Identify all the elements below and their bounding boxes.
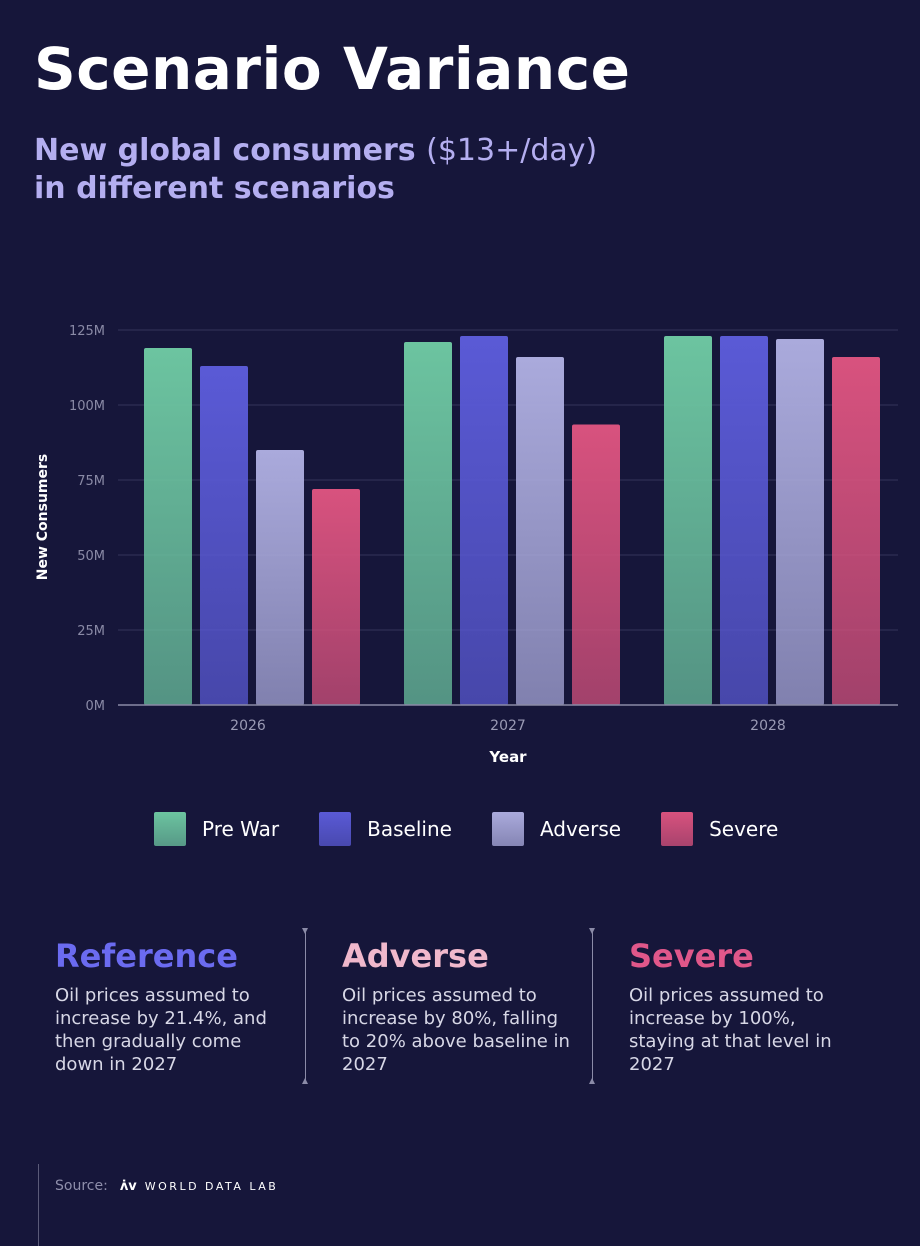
y-tick-label: 25M: [77, 624, 105, 639]
legend-item: Baseline: [319, 812, 452, 846]
scenario-notes: Reference Oil prices assumed to increase…: [0, 928, 920, 1088]
legend-label: Baseline: [367, 817, 452, 841]
legend-swatch: [319, 812, 352, 846]
note-title: Reference: [55, 937, 238, 975]
bar-severe: [312, 489, 360, 705]
source-name: WORLD DATA LAB: [144, 1179, 279, 1193]
bar-severe: [572, 424, 620, 705]
bar-adverse: [516, 357, 564, 705]
note-reference: Reference Oil prices assumed to increase…: [55, 936, 285, 1076]
legend-swatch: [661, 812, 694, 846]
bar-baseline: [200, 366, 248, 705]
legend-label: Severe: [709, 817, 779, 841]
page-subtitle: New global consumers ($13+/day) in diffe…: [34, 132, 734, 208]
page-title: Scenario Variance: [34, 35, 631, 103]
bar-chart: 0M 25M 50M 75M 100M 125M 2026 2027 2028 Year New C…: [35, 324, 898, 766]
legend-swatch: [154, 812, 186, 846]
divider: [302, 928, 308, 1084]
legend-swatch: [491, 812, 524, 846]
note-title: Adverse: [342, 937, 489, 975]
y-tick-label: 75M: [77, 474, 105, 489]
bar-pre-war: [404, 342, 452, 705]
note-text: Oil prices assumed to increase by 80%, f…: [342, 985, 570, 1075]
note-text: Oil prices assumed to increase by 100%, …: [629, 985, 832, 1075]
y-tick-label: 50M: [77, 549, 105, 564]
source-credit: Source: ʌ̇v WORLD DATA LAB: [55, 1178, 278, 1194]
note-severe: Severe Oil prices assumed to increase by…: [629, 936, 859, 1076]
subtitle-line2: in different scenarios: [34, 171, 395, 206]
divider: [589, 928, 595, 1084]
bar-baseline: [720, 336, 768, 705]
x-tick-label: 2027: [490, 718, 526, 734]
source-label: Source:: [55, 1178, 108, 1194]
bar-baseline: [460, 336, 508, 705]
x-tick-label: 2026: [230, 718, 266, 734]
x-axis-label: Year: [488, 748, 527, 766]
note-adverse: Adverse Oil prices assumed to increase b…: [342, 936, 572, 1076]
bar-pre-war: [144, 348, 192, 705]
y-tick-label: 100M: [69, 399, 105, 414]
legend-item: Adverse: [491, 812, 622, 846]
chart-legend: Pre War Baseline Adverse Severe: [154, 812, 818, 846]
y-tick-label: 0M: [86, 699, 106, 714]
legend-item: Pre War: [154, 812, 279, 846]
source-divider: [38, 1164, 39, 1246]
y-axis-label: New Consumers: [35, 454, 51, 581]
bar-adverse: [256, 450, 304, 705]
bar-adverse: [776, 339, 824, 705]
subtitle-main: New global consumers: [34, 133, 416, 168]
legend-item: Severe: [661, 812, 778, 846]
y-tick-label: 125M: [69, 324, 105, 339]
subtitle-qualifier: ($13+/day): [426, 133, 598, 168]
bar-severe: [832, 357, 880, 705]
x-tick-label: 2028: [750, 718, 786, 734]
note-text: Oil prices assumed to increase by 21.4%,…: [55, 985, 267, 1075]
world-data-lab-logo-icon: ʌ̇v: [119, 1178, 137, 1194]
legend-label: Adverse: [539, 817, 622, 841]
note-title: Severe: [629, 937, 754, 975]
legend-label: Pre War: [202, 817, 280, 841]
bar-pre-war: [664, 336, 712, 705]
